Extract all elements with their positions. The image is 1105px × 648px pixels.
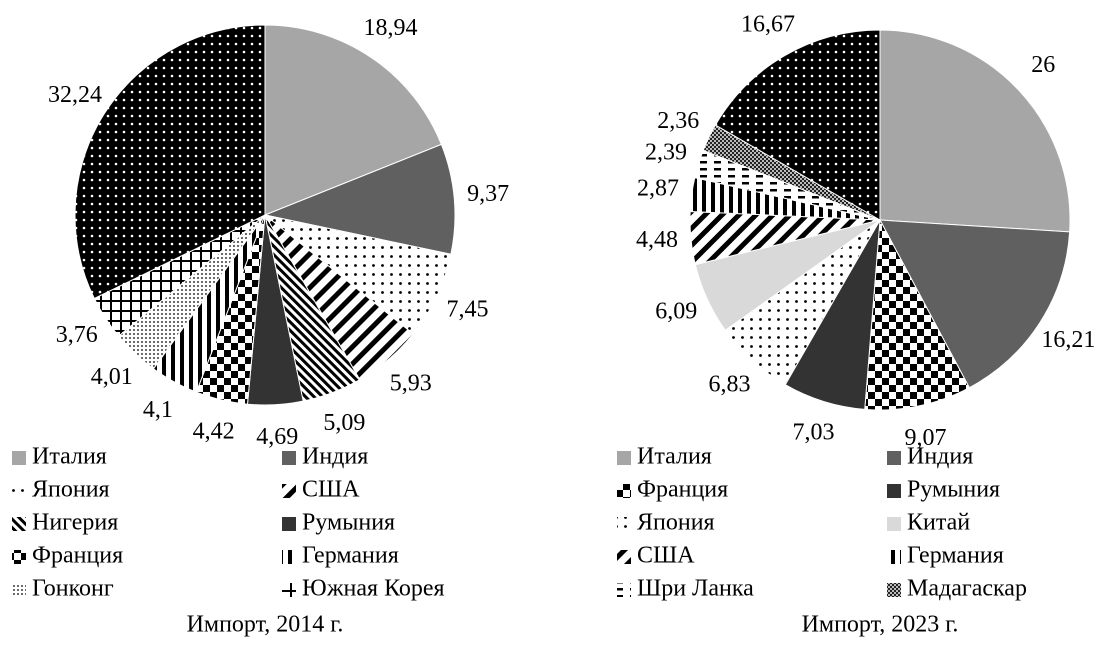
data-label: 5,93 <box>390 371 432 397</box>
legend-label: Франция <box>32 543 123 569</box>
legend-swatch <box>282 583 296 597</box>
data-label: 2,36 <box>657 108 699 134</box>
legend-swatch <box>12 517 26 531</box>
data-label: 2,87 <box>637 175 679 201</box>
data-label: 2,39 <box>645 139 687 165</box>
legend-swatch <box>282 451 296 465</box>
pie-slice <box>879 29 1071 233</box>
legend-label: Япония <box>32 477 110 503</box>
pie-slice <box>714 29 881 221</box>
legend-label: Шри Ланка <box>637 576 754 602</box>
legend-label: Франция <box>637 477 728 503</box>
data-label: 5,09 <box>323 410 365 436</box>
legend-label: Южная Корея <box>302 576 445 602</box>
pie-slice <box>264 24 443 216</box>
legend-label: Мадагаскар <box>907 576 1027 602</box>
pie-slice <box>879 219 1071 389</box>
legend-label: Нигерия <box>32 510 118 536</box>
data-label: 4,01 <box>91 364 133 390</box>
legend-label: Германия <box>302 543 399 569</box>
data-label: 6,83 <box>709 371 751 397</box>
legend-label: Индия <box>302 444 368 470</box>
legend-label: Италия <box>32 444 107 470</box>
legend-swatch <box>617 583 631 597</box>
pie-slice <box>263 143 456 255</box>
legend-swatch <box>887 517 901 531</box>
legend-swatch <box>887 451 901 465</box>
legend-swatch <box>12 550 26 564</box>
legend-swatch <box>282 550 296 564</box>
data-label: 9,37 <box>467 181 509 207</box>
legend-swatch <box>282 484 296 498</box>
legend-label: Германия <box>907 543 1004 569</box>
legend-label: США <box>302 477 360 503</box>
legend-swatch <box>12 451 26 465</box>
data-label: 7,45 <box>446 296 488 322</box>
chart-title: Импорт, 2023 г. <box>802 612 959 638</box>
legend-label: США <box>637 543 695 569</box>
legend-swatch <box>887 484 901 498</box>
data-label: 18,94 <box>364 15 418 41</box>
data-label: 4,48 <box>636 227 678 253</box>
legend-swatch <box>887 550 901 564</box>
data-label: 6,09 <box>655 299 697 325</box>
data-label: 16,21 <box>1041 327 1095 353</box>
legend-swatch <box>617 550 631 564</box>
legend-label: Индия <box>907 444 973 470</box>
legend-label: Румыния <box>907 477 1000 503</box>
data-label: 4,1 <box>143 397 173 423</box>
legend-swatch <box>282 517 296 531</box>
legend-label: Румыния <box>302 510 395 536</box>
data-label: 26 <box>1031 52 1055 78</box>
data-label: 3,76 <box>56 322 98 348</box>
legend-swatch <box>887 583 901 597</box>
legend-swatch <box>12 484 26 498</box>
legend-label: Италия <box>637 444 712 470</box>
legend-label: Япония <box>637 510 715 536</box>
data-label: 9,07 <box>904 425 946 451</box>
data-label: 4,69 <box>256 424 298 450</box>
pie-slice <box>74 24 266 300</box>
legend-swatch <box>617 517 631 531</box>
data-label: 16,67 <box>741 12 795 38</box>
legend-label: Китай <box>907 510 970 536</box>
legend-swatch <box>617 451 631 465</box>
pie-slice <box>864 218 971 411</box>
chart-title: Импорт, 2014 г. <box>187 612 344 638</box>
data-label: 4,42 <box>193 419 235 445</box>
legend-swatch <box>12 583 26 597</box>
data-label: 32,24 <box>48 82 102 108</box>
legend-label: Гонконг <box>32 576 114 602</box>
legend-swatch <box>617 484 631 498</box>
data-label: 7,03 <box>793 419 835 445</box>
